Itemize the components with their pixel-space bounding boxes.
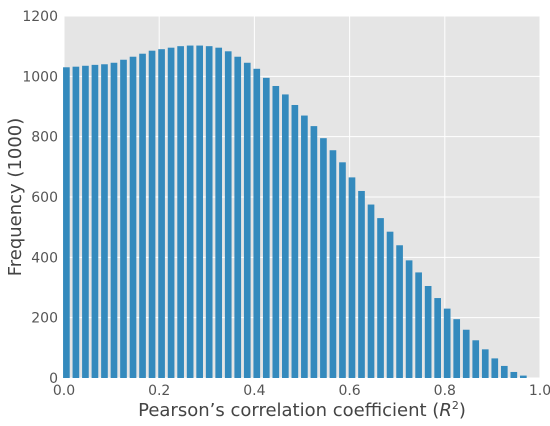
histogram-bar — [520, 375, 527, 378]
y-tick-label: 200 — [31, 311, 58, 327]
histogram-bar — [63, 67, 70, 379]
histogram-bar — [462, 329, 470, 378]
histogram-bar — [72, 66, 80, 379]
histogram-bar — [177, 46, 184, 379]
histogram-bar — [282, 94, 289, 378]
histogram-bar — [120, 59, 127, 378]
bars-group — [63, 45, 527, 379]
histogram-bar — [301, 115, 308, 379]
histogram-bar — [481, 349, 489, 378]
histogram-bar — [139, 53, 146, 378]
histogram-bar — [367, 204, 375, 378]
histogram-bar — [262, 77, 270, 378]
histogram-bar — [186, 45, 194, 379]
x-tick-label: 0.0 — [53, 383, 75, 399]
histogram-bar — [205, 46, 213, 379]
histogram-bar — [348, 177, 356, 378]
histogram-bar — [234, 56, 242, 378]
histogram-bar — [110, 62, 118, 379]
y-tick-label: 400 — [31, 250, 58, 266]
histogram-bar — [453, 319, 461, 378]
y-tick-labels: 0 200 400 600 800 1000 1200 — [22, 9, 58, 387]
y-tick-label: 800 — [31, 130, 58, 146]
histogram-bar — [215, 47, 223, 379]
histogram-bar — [148, 50, 156, 379]
histogram-bar — [415, 272, 422, 378]
histogram-bar — [405, 260, 413, 378]
histogram-bar — [434, 298, 441, 378]
histogram-bar — [310, 126, 318, 378]
histogram-bar — [196, 45, 203, 379]
histogram-bar — [320, 138, 327, 378]
histogram-bar — [443, 308, 451, 378]
x-axis-title: Pearson’s correlation coefficient (R2) — [138, 399, 466, 421]
histogram-bar — [500, 365, 508, 378]
y-axis-title: Frequency (1000) — [5, 118, 26, 277]
histogram-bar — [339, 162, 346, 378]
x-tick-label: 0.2 — [148, 383, 170, 399]
histogram-bar — [101, 64, 108, 379]
x-tick-labels: 0.0 0.2 0.4 0.6 0.8 1.0 — [53, 383, 550, 399]
histogram-bar — [243, 62, 251, 379]
histogram-bar — [377, 218, 384, 378]
histogram-bar — [91, 64, 99, 379]
histogram-bar — [329, 150, 337, 378]
histogram-bar — [167, 47, 175, 379]
histogram-bar — [224, 51, 232, 379]
histogram-bar — [158, 49, 165, 378]
histogram-bar — [358, 190, 365, 378]
histogram-bar — [129, 56, 137, 378]
histogram-bar — [510, 371, 518, 378]
histogram-bar — [491, 358, 499, 378]
histogram-bar — [82, 65, 89, 379]
x-tick-label: 0.4 — [243, 383, 265, 399]
histogram-bar — [424, 285, 432, 378]
x-tick-label: 0.6 — [338, 383, 360, 399]
x-tick-label: 1.0 — [529, 383, 550, 399]
y-tick-label: 1000 — [22, 69, 58, 85]
y-tick-label: 600 — [31, 190, 58, 206]
histogram-bar — [396, 245, 403, 378]
histogram-bar — [253, 68, 261, 379]
y-tick-label: 1200 — [22, 9, 58, 25]
x-tick-label: 0.8 — [434, 383, 456, 399]
histogram-bar — [386, 231, 394, 378]
histogram-bar — [472, 340, 480, 378]
histogram-bar — [291, 104, 299, 378]
histogram-bar — [272, 85, 280, 378]
y-tick-label: 0 — [49, 371, 58, 387]
